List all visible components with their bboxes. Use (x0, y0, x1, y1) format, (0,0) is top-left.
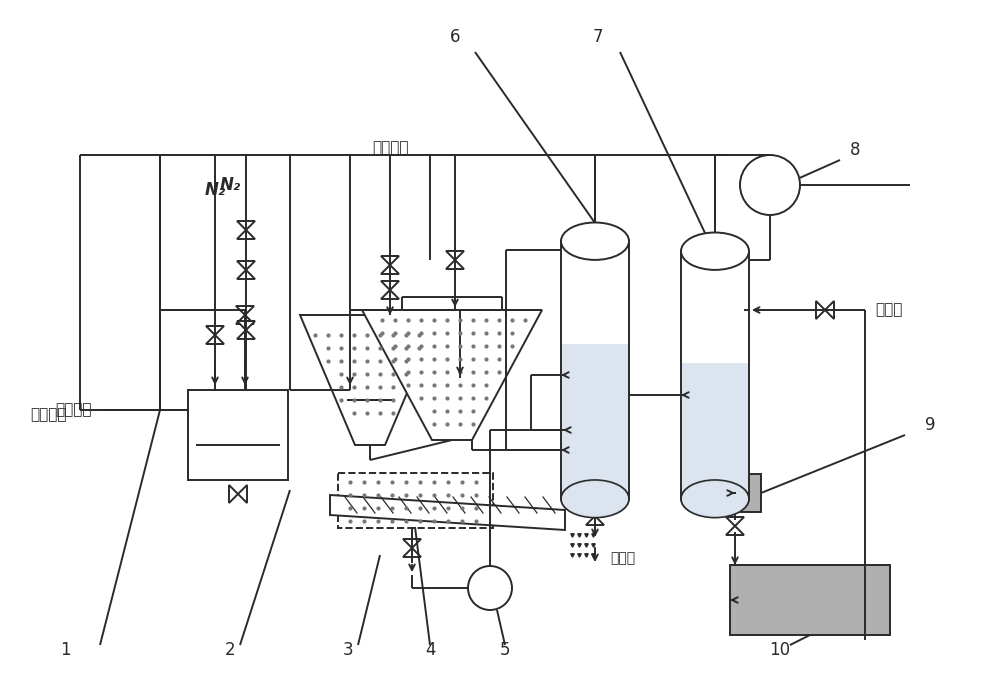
Polygon shape (237, 221, 255, 230)
Text: 2: 2 (225, 641, 235, 659)
Polygon shape (825, 301, 834, 319)
Text: 3: 3 (343, 641, 353, 659)
Text: 9: 9 (925, 416, 935, 434)
Polygon shape (237, 330, 255, 339)
Ellipse shape (681, 480, 749, 517)
Text: 新鲜溶剂: 新鲜溶剂 (30, 407, 67, 422)
Ellipse shape (562, 481, 628, 517)
Polygon shape (726, 526, 744, 535)
Polygon shape (237, 270, 255, 279)
Text: 8: 8 (850, 141, 860, 159)
Polygon shape (403, 539, 421, 548)
Polygon shape (446, 251, 464, 260)
Text: 1: 1 (60, 641, 70, 659)
Polygon shape (586, 516, 604, 525)
Polygon shape (238, 485, 247, 503)
Text: 4: 4 (425, 641, 435, 659)
Text: 工业废油: 工业废油 (372, 140, 408, 155)
Text: 新鲜溶剂: 新鲜溶剂 (55, 402, 92, 418)
Polygon shape (381, 281, 399, 290)
Circle shape (740, 155, 800, 215)
Polygon shape (362, 310, 542, 440)
Bar (709, 474, 761, 512)
Polygon shape (229, 485, 238, 503)
Polygon shape (381, 256, 399, 265)
Polygon shape (586, 507, 604, 516)
Text: 6: 6 (450, 28, 460, 46)
Polygon shape (370, 391, 379, 409)
Bar (730, 565, 890, 635)
Text: 5: 5 (500, 641, 510, 659)
Polygon shape (236, 315, 254, 324)
Circle shape (468, 566, 512, 610)
Polygon shape (237, 261, 255, 270)
Bar (561, 241, 629, 499)
Polygon shape (446, 260, 464, 269)
Ellipse shape (561, 480, 629, 517)
Text: N₂: N₂ (220, 176, 241, 194)
Bar (682, 362, 748, 499)
Polygon shape (361, 391, 370, 409)
Polygon shape (206, 335, 224, 344)
Polygon shape (330, 495, 565, 530)
Ellipse shape (681, 232, 749, 270)
Polygon shape (236, 306, 254, 315)
Text: N₂: N₂ (204, 181, 226, 199)
Bar (681, 251, 749, 499)
Bar (562, 344, 628, 499)
Bar (338, 473, 493, 528)
Polygon shape (381, 290, 399, 299)
Polygon shape (237, 321, 255, 330)
Bar (188, 390, 288, 480)
Polygon shape (237, 230, 255, 239)
Polygon shape (341, 355, 359, 364)
Polygon shape (300, 315, 440, 445)
Text: 10: 10 (769, 641, 791, 659)
Ellipse shape (561, 223, 629, 260)
Polygon shape (726, 517, 744, 526)
Polygon shape (341, 346, 359, 355)
Ellipse shape (682, 481, 748, 517)
Text: 7: 7 (593, 28, 603, 46)
Polygon shape (403, 548, 421, 557)
Polygon shape (381, 265, 399, 274)
Text: 新鲜水: 新鲜水 (875, 302, 902, 318)
Polygon shape (206, 326, 224, 335)
Polygon shape (816, 301, 825, 319)
Text: 再生油: 再生油 (610, 551, 635, 565)
